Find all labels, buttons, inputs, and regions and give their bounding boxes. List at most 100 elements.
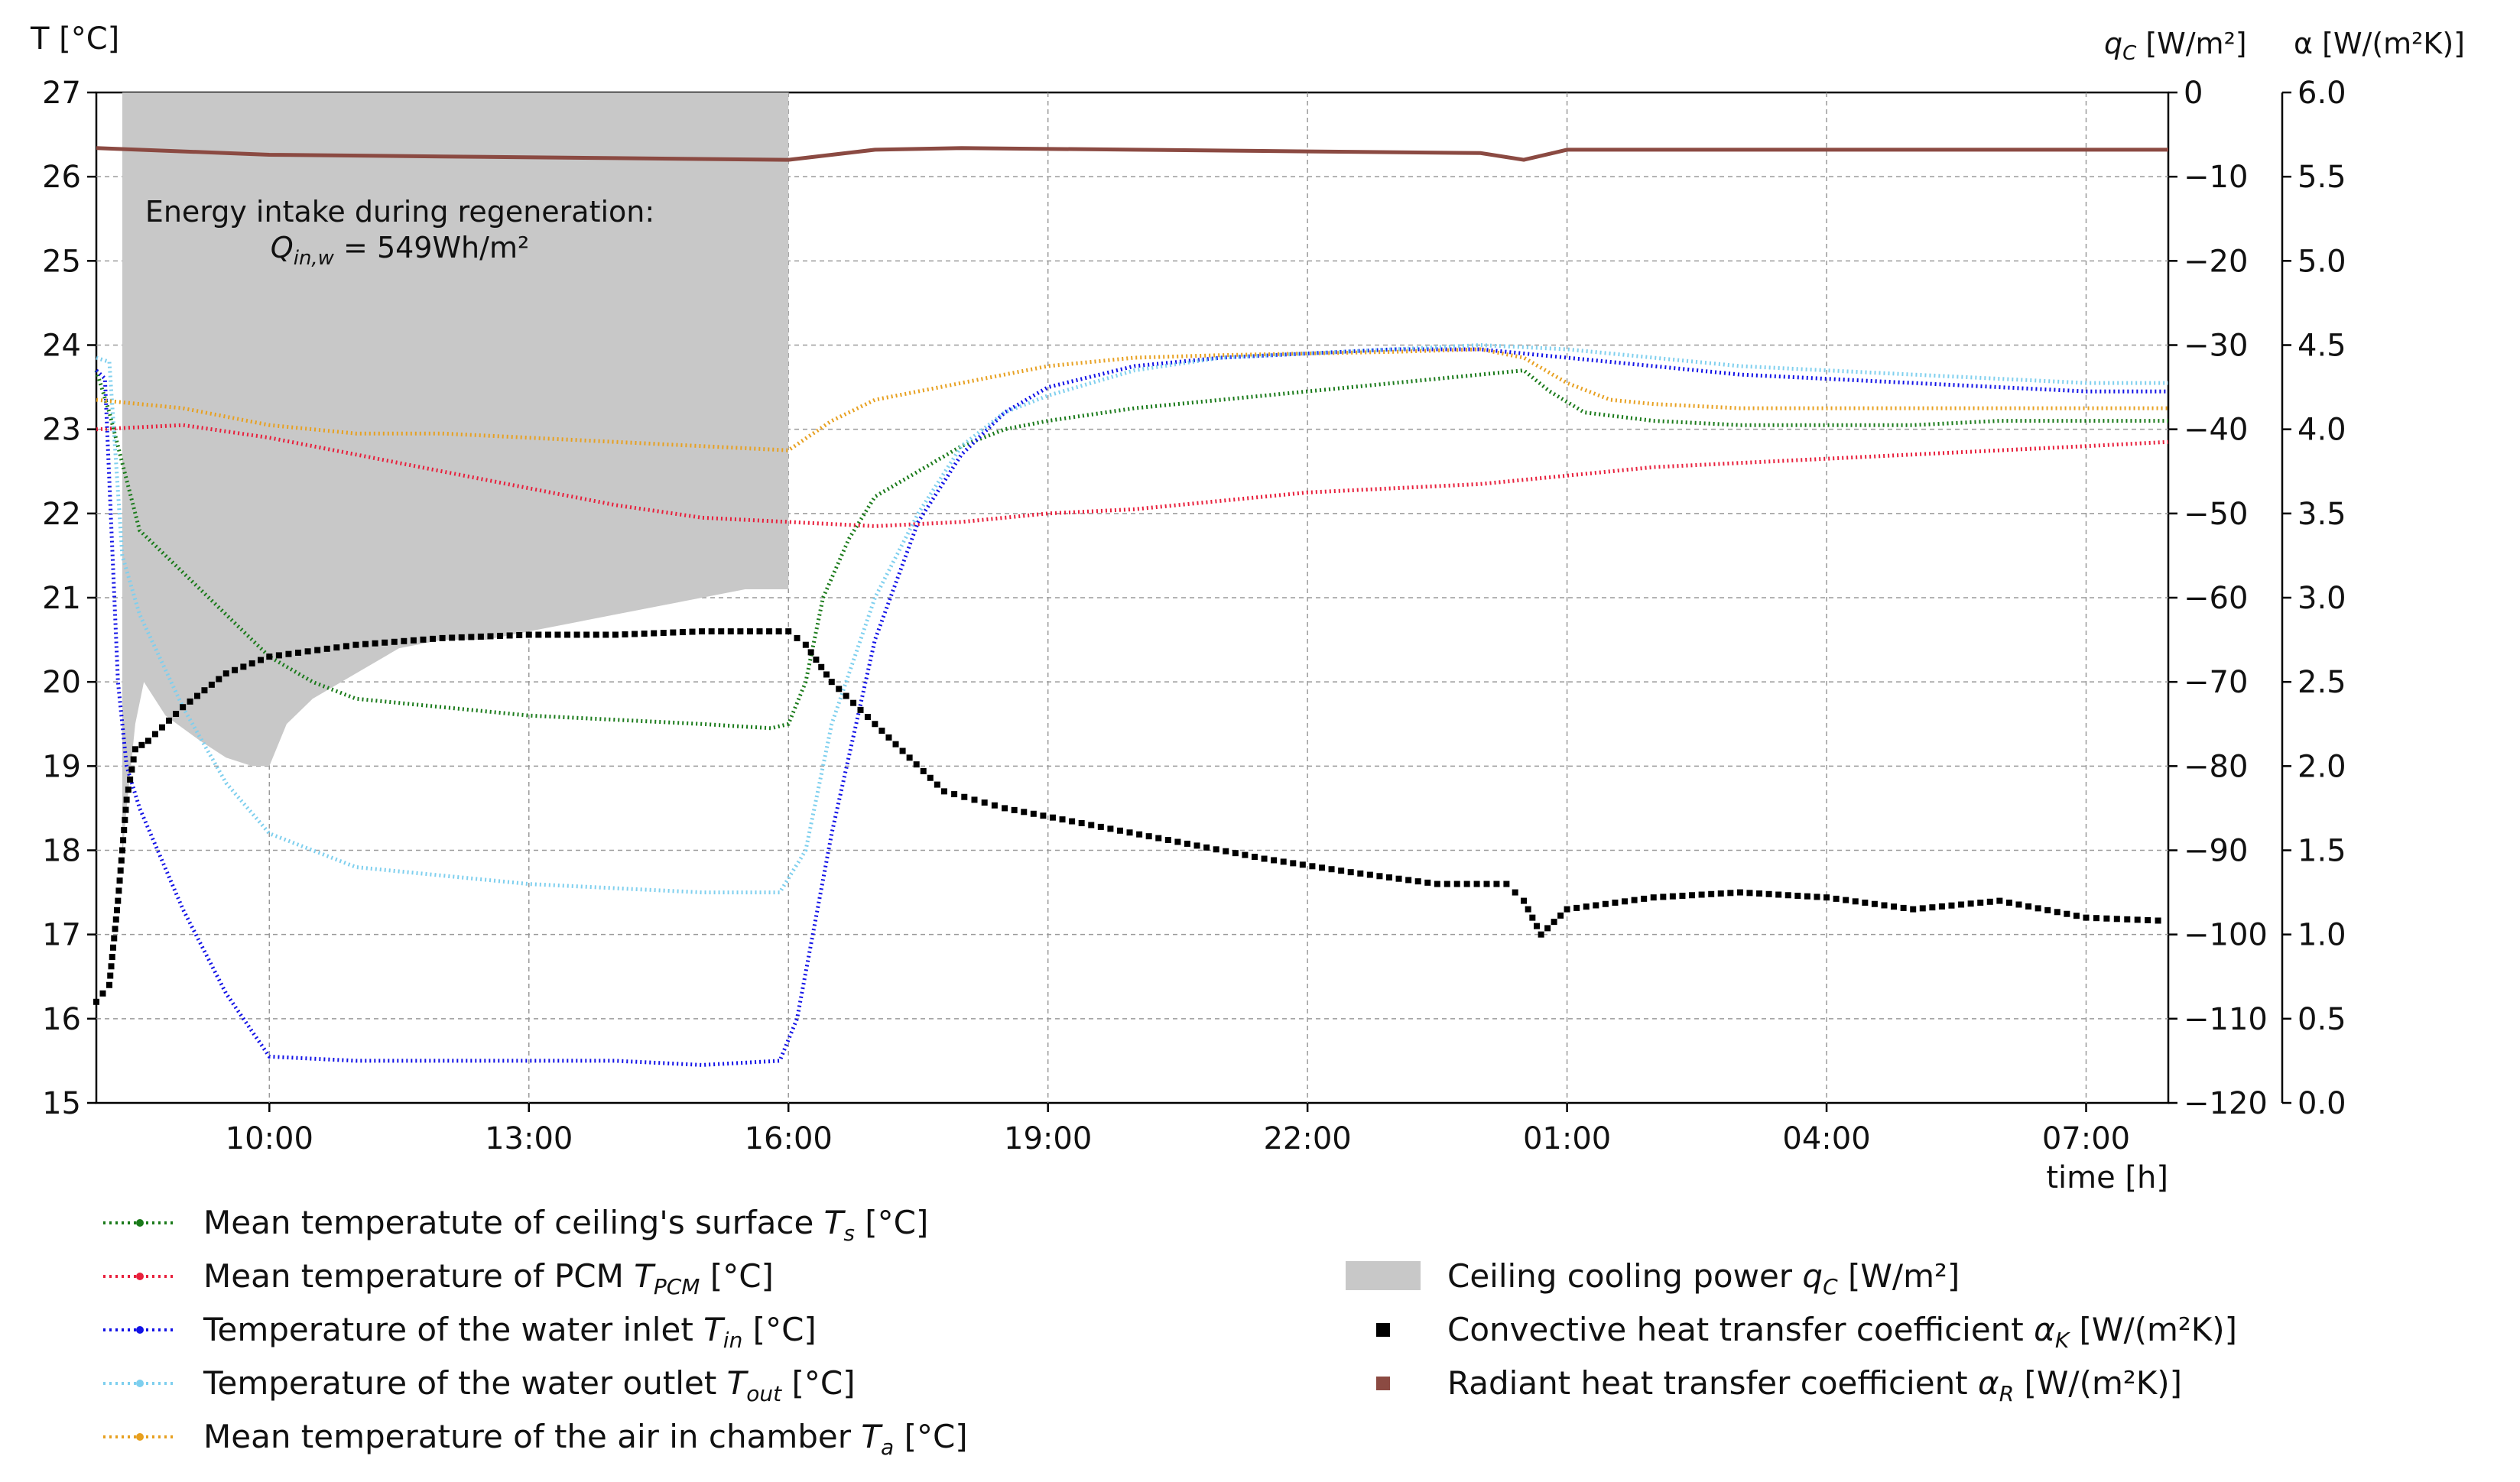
- data-point-square: [899, 747, 906, 754]
- y-right1-tick-label: −80: [2184, 749, 2248, 784]
- data-point-square: [1593, 902, 1599, 909]
- x-axis-title: time [h]: [2046, 1160, 2168, 1195]
- data-point-square: [410, 637, 417, 644]
- legend-swatch-square: [1376, 1323, 1390, 1337]
- legend-item: Radiant heat transfer coefficient αR [W/…: [1376, 1364, 2182, 1406]
- data-point-square: [2093, 915, 2099, 922]
- data-point-square: [872, 721, 878, 728]
- data-point-square: [145, 738, 151, 744]
- data-point-square: [1483, 880, 1490, 887]
- data-point-square: [1910, 906, 1917, 913]
- axis-layer: 15 16 17 18 19 20 21 22 23 24 25 26 27 10:00 13:00 16:0…: [42, 76, 2346, 1156]
- data-point-square: [632, 631, 638, 637]
- data-point-square: [1069, 818, 1076, 825]
- y-left-tick-label: 21: [42, 581, 81, 616]
- legend-item: Mean temperatute of ceiling's surface Ts…: [103, 1204, 928, 1246]
- y-right1-tick-label: −30: [2184, 329, 2248, 364]
- data-point-square: [333, 644, 340, 651]
- data-point-square: [107, 972, 114, 979]
- data-point-square: [1602, 900, 1609, 907]
- y-right2-tick-label: 4.0: [2298, 413, 2346, 448]
- legend-label: Temperature of the water outlet Tout [°C…: [203, 1364, 856, 1406]
- y-right1-tick-label: −40: [2184, 413, 2248, 448]
- annotation-line-2: Qin,w = 549Wh/m²: [271, 231, 529, 270]
- data-point-square: [1512, 889, 1518, 896]
- data-point-square: [818, 663, 825, 670]
- y-left-tick-label: 17: [42, 918, 81, 953]
- data-point-square: [1996, 897, 2003, 904]
- data-point-square: [111, 935, 118, 942]
- data-point-square: [1434, 880, 1440, 887]
- x-tick-label: 13:00: [485, 1121, 573, 1156]
- data-point-square: [109, 954, 115, 961]
- data-point-square: [1405, 877, 1412, 884]
- legend: Mean temperatute of ceiling's surface Ts…: [103, 1204, 2237, 1460]
- data-point-square: [1967, 900, 1974, 907]
- data-point-square: [940, 788, 947, 795]
- data-point-square: [497, 632, 504, 639]
- data-point-square: [892, 741, 899, 747]
- y-left-axis-title: T [°C]: [30, 21, 119, 57]
- data-point-square: [2083, 914, 2090, 921]
- data-point-square: [737, 628, 744, 635]
- data-point-square: [593, 631, 599, 638]
- data-point-square: [506, 632, 513, 639]
- data-point-square: [108, 963, 115, 970]
- data-point-square: [2113, 916, 2120, 923]
- data-point-square: [1002, 805, 1008, 812]
- data-point-square: [951, 791, 958, 798]
- data-point-square: [2005, 900, 2012, 906]
- data-point-square: [1155, 835, 1162, 842]
- data-point-square: [180, 704, 187, 711]
- data-point-square: [125, 786, 132, 793]
- data-point-square: [194, 692, 201, 699]
- data-point-square: [1814, 893, 1820, 900]
- data-point-square: [222, 670, 229, 677]
- data-point-square: [1631, 897, 1638, 903]
- data-point-square: [2064, 910, 2070, 917]
- data-point-square: [1193, 842, 1200, 849]
- data-point-square: [1366, 871, 1373, 878]
- series-line-1: [96, 423, 2169, 528]
- x-tick-label: 22:00: [1263, 1121, 1351, 1156]
- data-point-square: [1689, 892, 1696, 899]
- data-point-square: [641, 631, 648, 637]
- data-point-square: [201, 687, 208, 694]
- x-tick-label: 19:00: [1004, 1121, 1092, 1156]
- y-right1-tick-label: −50: [2184, 497, 2248, 532]
- data-point-square: [151, 731, 158, 738]
- data-point-square: [401, 637, 408, 644]
- data-point-square: [187, 698, 193, 705]
- data-point-square: [1986, 898, 1993, 905]
- legend-swatch-marker: [136, 1433, 144, 1441]
- data-point-square: [323, 645, 330, 652]
- data-point-square: [2015, 901, 2022, 908]
- data-point-square: [679, 629, 686, 636]
- data-point-square: [699, 628, 706, 635]
- data-point-square: [1203, 844, 1210, 851]
- y-right2-tick-label: 6.0: [2298, 76, 2346, 111]
- data-point-square: [372, 640, 378, 647]
- y-right1-tick-label: −100: [2184, 918, 2268, 953]
- legend-label: Radiant heat transfer coefficient αR [W/…: [1447, 1364, 2182, 1406]
- y-right2-tick-label: 1.5: [2298, 834, 2346, 869]
- data-point-square: [813, 657, 820, 663]
- data-point-square: [2073, 913, 2080, 919]
- data-point-square: [1938, 903, 1945, 910]
- data-point-square: [2025, 903, 2032, 910]
- y-right1-tick-label: 0: [2184, 76, 2203, 111]
- data-point-square: [708, 628, 715, 635]
- data-point-square: [110, 944, 117, 951]
- data-point-square: [2124, 916, 2131, 923]
- data-point-square: [122, 806, 129, 813]
- data-point-square: [1948, 902, 1955, 909]
- y-right2-tick-label: 5.5: [2298, 160, 2346, 195]
- data-point-square: [727, 628, 734, 635]
- data-point-square: [828, 679, 835, 686]
- data-point-square: [127, 776, 134, 783]
- data-point-square: [1251, 854, 1258, 861]
- data-point-square: [1261, 855, 1268, 862]
- data-point-square: [746, 628, 753, 635]
- y-right2-tick-label: 2.5: [2298, 665, 2346, 700]
- data-point-square: [130, 756, 137, 763]
